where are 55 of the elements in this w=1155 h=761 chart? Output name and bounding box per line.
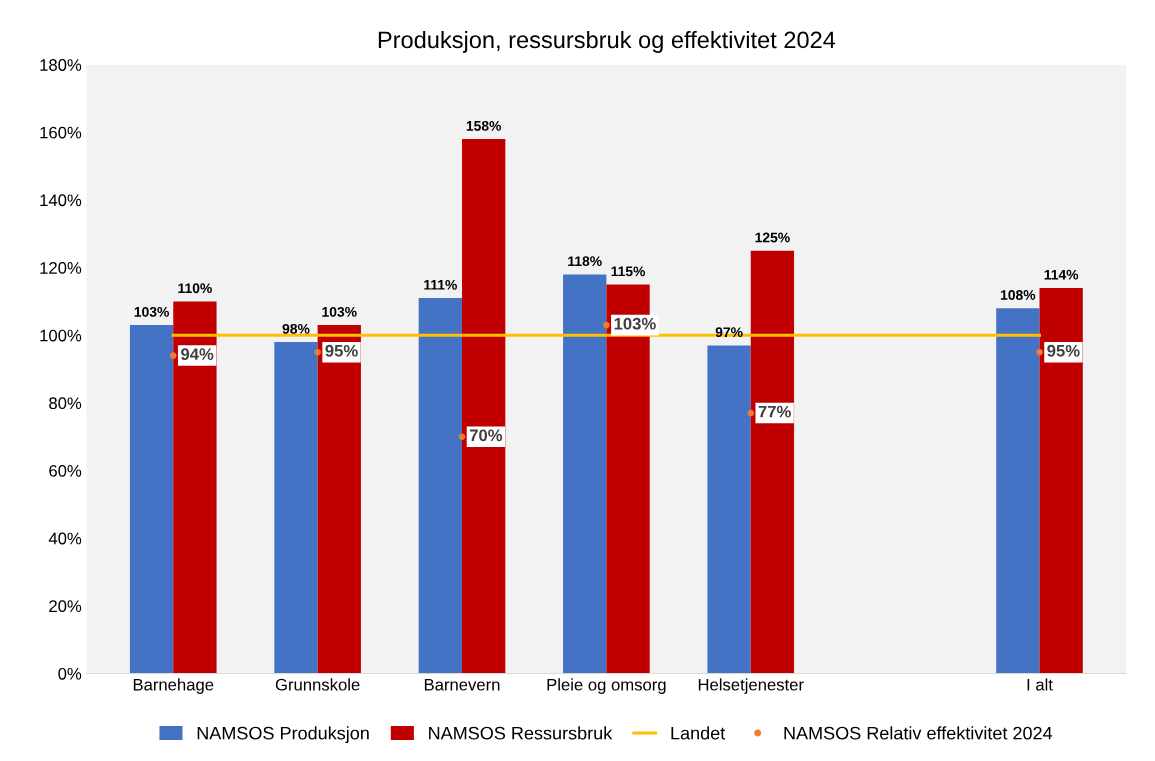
data-label: 110% bbox=[178, 283, 212, 294]
bar bbox=[750, 250, 795, 674]
x-tick-label: Helsetjenester bbox=[698, 678, 804, 694]
y-tick-label: 40% bbox=[48, 532, 82, 545]
data-label: 103% bbox=[614, 317, 656, 330]
y-tick-label: 120% bbox=[40, 262, 82, 274]
data-label: 94% bbox=[181, 348, 214, 361]
y-tick-label: 80% bbox=[49, 397, 82, 410]
data-label: 111% bbox=[424, 279, 457, 290]
point bbox=[747, 409, 755, 417]
data-label: 114% bbox=[1044, 269, 1079, 280]
data-label: 103% bbox=[322, 306, 357, 317]
data-label: 95% bbox=[325, 344, 358, 357]
bar bbox=[996, 308, 1040, 674]
x-tick-label: Barnehage bbox=[133, 678, 214, 694]
data-label: 115% bbox=[611, 266, 646, 277]
bar bbox=[129, 325, 174, 674]
y-tick-label: 20% bbox=[49, 600, 82, 613]
x-tick-label: I alt bbox=[1027, 678, 1053, 691]
point bbox=[314, 348, 321, 356]
bar bbox=[563, 274, 607, 674]
bar bbox=[1039, 287, 1083, 674]
data-label: 125% bbox=[755, 232, 790, 243]
bar bbox=[418, 298, 462, 674]
x-tick-label: Grunnskole bbox=[275, 678, 360, 691]
bar bbox=[462, 139, 506, 674]
legend-label: NAMSOS Produksjon bbox=[197, 726, 369, 744]
point bbox=[1036, 348, 1043, 356]
y-tick-label: 100% bbox=[40, 329, 82, 342]
legend-label: NAMSOS Ressursbruk bbox=[429, 726, 613, 740]
data-label: 70% bbox=[469, 429, 503, 442]
data-label: 77% bbox=[758, 405, 791, 418]
bar bbox=[707, 345, 751, 674]
point bbox=[169, 352, 177, 359]
chart-title: Produksjon, ressursbruk og effektivitet 2024 bbox=[378, 30, 836, 53]
bar bbox=[173, 301, 217, 674]
point bbox=[603, 321, 610, 329]
data-label: 103% bbox=[134, 306, 169, 317]
y-tick-label: 160% bbox=[40, 126, 82, 139]
x-tick-label: Barnevern bbox=[424, 678, 500, 691]
data-label: 95% bbox=[1047, 344, 1080, 357]
y-tick-label: 0% bbox=[58, 667, 82, 680]
bar bbox=[274, 342, 318, 674]
data-label: 98% bbox=[282, 323, 310, 334]
legend-label: NAMSOS Relativ effektivitet 2024 bbox=[784, 726, 1053, 740]
x-tick-label: Pleie og omsorg bbox=[547, 678, 666, 694]
legend-label: Landet bbox=[671, 726, 726, 740]
data-label: 118% bbox=[568, 256, 602, 267]
y-tick-label: 60% bbox=[49, 464, 82, 477]
y-tick-label: 140% bbox=[40, 194, 82, 207]
data-label: 108% bbox=[1000, 290, 1036, 300]
point bbox=[458, 433, 466, 441]
y-tick-label: 180% bbox=[40, 59, 82, 71]
bar bbox=[317, 325, 361, 674]
data-label: 158% bbox=[466, 120, 502, 131]
